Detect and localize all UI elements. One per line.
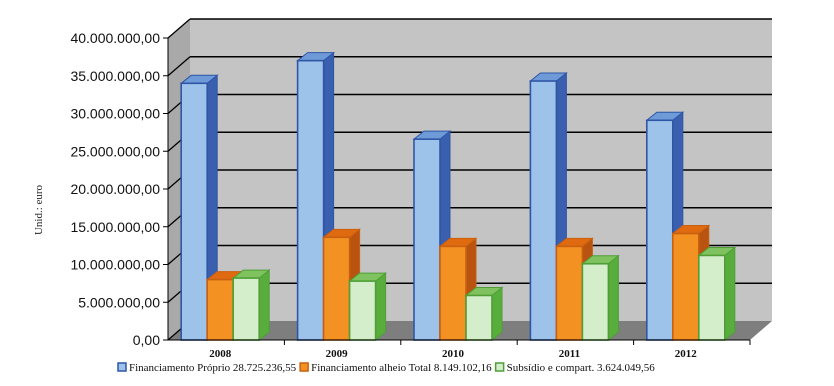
bar-front (232, 277, 260, 341)
legend-swatch (494, 362, 505, 372)
y-axis-ticks: 0,00 5.000.000,00 10.000.000,00 15.000.000,… (70, 30, 750, 348)
x-tick-label: 2012 (675, 348, 698, 360)
bar (528, 71, 568, 342)
bar (231, 269, 271, 342)
y-tick-label: 25.000.000,00 (70, 143, 160, 159)
bar (348, 272, 388, 342)
bar-front (555, 245, 584, 341)
x-tick-label: 2010 (442, 348, 465, 360)
bar-front (671, 232, 700, 341)
bar-side (258, 269, 270, 342)
legend-label: Financiamento Próprio 28.725.236,55 (129, 362, 297, 374)
x-tick-label: 2011 (559, 348, 580, 360)
bar-side (607, 254, 619, 342)
y-tick-label: 15.000.000,00 (70, 219, 160, 235)
y-tick-label: 10.000.000,00 (70, 257, 160, 273)
bar-front (180, 82, 208, 341)
gridline-diagonal (167, 18, 191, 39)
legend-swatch (117, 362, 127, 372)
x-tick-label: 2009 (326, 348, 349, 360)
legend-label: Financiamento alheio Total 8.149.102,16 (311, 362, 492, 374)
bar (464, 286, 504, 342)
bar (697, 246, 737, 342)
bar-front (348, 280, 377, 341)
bar-front (439, 245, 467, 341)
legend-item: Financiamento alheio Total 8.149.102,16 (299, 362, 492, 374)
legend-item: Subsídio e compart. 3.624.049,56 (494, 362, 656, 374)
bar (580, 254, 620, 342)
legend-item: Financiamento Próprio 28.725.236,55 (117, 362, 297, 374)
y-tick-label: 35.000.000,00 (70, 68, 160, 84)
bar-side (491, 286, 503, 342)
legend-label: Subsídio e compart. 3.624.049,56 (507, 362, 656, 374)
y-tick-label: 20.000.000,00 (70, 181, 160, 197)
x-tick-label: 2008 (209, 348, 232, 360)
y-tick-label: 30.000.000,00 (70, 106, 160, 122)
bar-side (724, 246, 736, 342)
y-tick-label: 5.000.000,00 (78, 294, 160, 310)
bar-front (581, 262, 610, 341)
bar-front (645, 119, 674, 341)
legend-swatch (299, 362, 309, 372)
y-tick-label: 0,00 (133, 332, 160, 348)
bar-side (375, 272, 387, 342)
bar-front (465, 294, 493, 341)
y-axis-label: Unid.: euro (33, 184, 45, 235)
bar (645, 111, 685, 342)
legend: Financiamento Próprio 28.725.236,55 Finan… (117, 362, 656, 374)
y-tick-label: 40.000.000,00 (70, 30, 160, 46)
bar-front (529, 80, 558, 341)
bar-front (413, 138, 441, 341)
bar-front (206, 278, 234, 341)
bar-front (296, 59, 325, 341)
bar-front (697, 254, 726, 341)
bar (179, 74, 219, 342)
x-axis-ticks: 2008 2009 2010 2011 2012 (209, 340, 751, 360)
bar-front (322, 236, 351, 341)
gridline-diagonal (167, 56, 191, 77)
